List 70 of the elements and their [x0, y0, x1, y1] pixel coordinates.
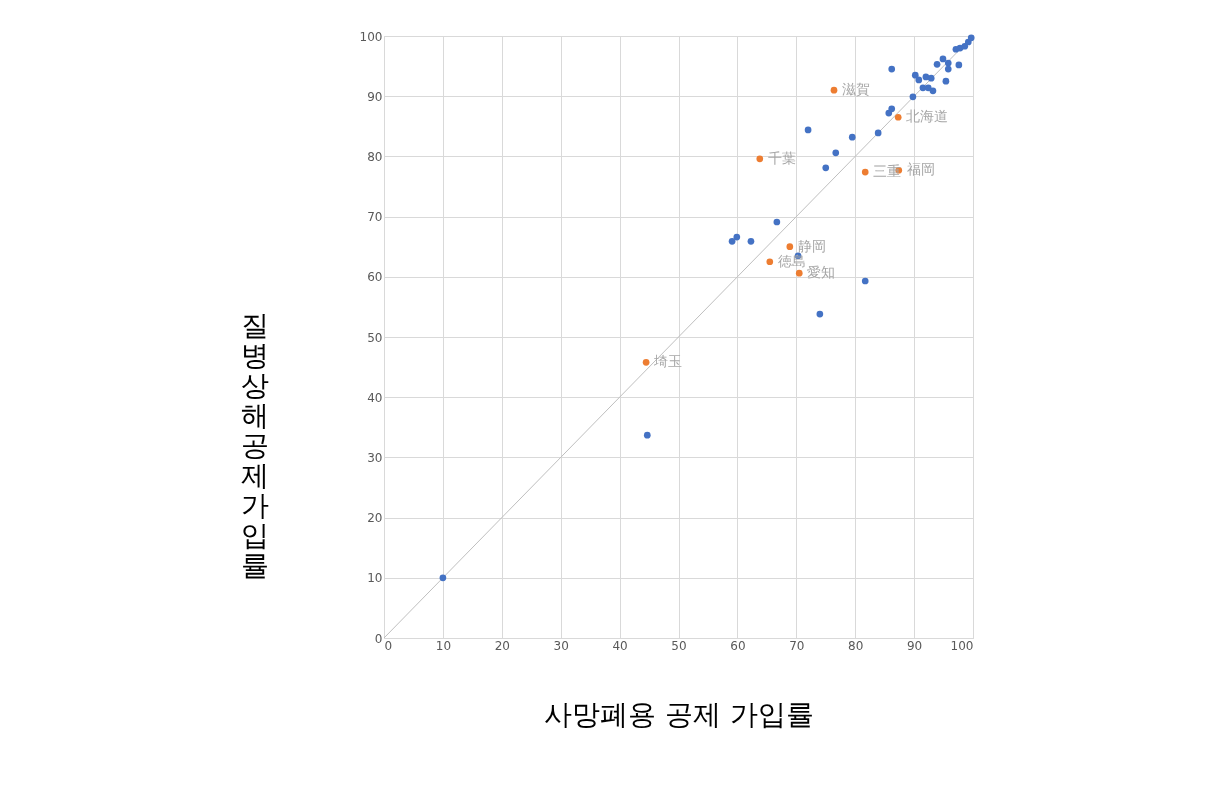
x-tick-label: 70 [789, 638, 805, 653]
point [961, 42, 969, 50]
y-tick-label: 80 [367, 149, 383, 164]
point [756, 155, 764, 163]
y-tick-label: 50 [367, 330, 383, 345]
y-tick-label: 40 [367, 390, 383, 405]
point [874, 129, 882, 137]
annotation: 福岡 [906, 161, 935, 178]
annotation: 静岡 [797, 237, 826, 254]
point [967, 34, 975, 42]
point [861, 277, 869, 285]
x-tick-label: 80 [848, 638, 864, 653]
y-tick-label: 60 [367, 270, 383, 285]
point [915, 76, 923, 84]
point [773, 218, 781, 226]
x-tick-label: 0 [384, 638, 393, 653]
y-tick-label: 90 [367, 89, 383, 104]
annotation: 愛知 [807, 264, 836, 281]
point [888, 65, 896, 73]
x-tick-label: 100 [950, 638, 974, 653]
point [747, 237, 755, 245]
point [786, 243, 794, 251]
point [929, 87, 937, 95]
y-tick-label: 30 [367, 450, 383, 465]
annotation: 埼玉 [653, 353, 683, 370]
point [927, 74, 935, 82]
point [919, 84, 927, 92]
point [861, 168, 869, 176]
point [439, 574, 447, 582]
point [816, 310, 824, 318]
point [911, 71, 919, 79]
y-tick-label: 100 [359, 29, 383, 44]
point [888, 105, 896, 113]
x-tick-label: 90 [906, 638, 923, 653]
annotation: 千葉 [767, 149, 796, 166]
point [933, 60, 941, 68]
x-tick-label: 60 [730, 638, 746, 653]
point [643, 431, 651, 439]
x-tick-label: 20 [494, 638, 510, 653]
point [955, 61, 963, 69]
annotation: 三重 [873, 163, 902, 180]
point [728, 237, 736, 245]
x-tick-label: 10 [435, 638, 452, 653]
point [795, 269, 803, 277]
point [944, 59, 952, 67]
point [832, 149, 840, 157]
point [924, 84, 932, 92]
y-tick-label: 10 [367, 571, 383, 586]
point [848, 133, 856, 141]
annotation: 徳島 [777, 252, 806, 269]
point [642, 358, 650, 366]
point [766, 258, 774, 266]
text: 질병상해 공제 가입률 [240, 308, 269, 582]
y-tick-label: 70 [367, 210, 383, 225]
point [830, 86, 838, 94]
x-axis-title: 사망폐용 공제 가입률 [544, 697, 814, 731]
annotation: 北海道 [906, 108, 949, 125]
point [939, 55, 947, 63]
point [909, 93, 917, 101]
point [894, 113, 902, 121]
point [942, 77, 950, 85]
point [944, 65, 952, 73]
point [822, 164, 830, 172]
point [733, 233, 741, 241]
point [804, 126, 812, 134]
y-tick-label: 20 [367, 511, 383, 526]
x-tick-label: 30 [553, 638, 569, 653]
x-tick-label: 40 [612, 638, 628, 653]
annotation: 滋賀 [842, 81, 870, 98]
x-tick-label: 50 [671, 638, 687, 653]
